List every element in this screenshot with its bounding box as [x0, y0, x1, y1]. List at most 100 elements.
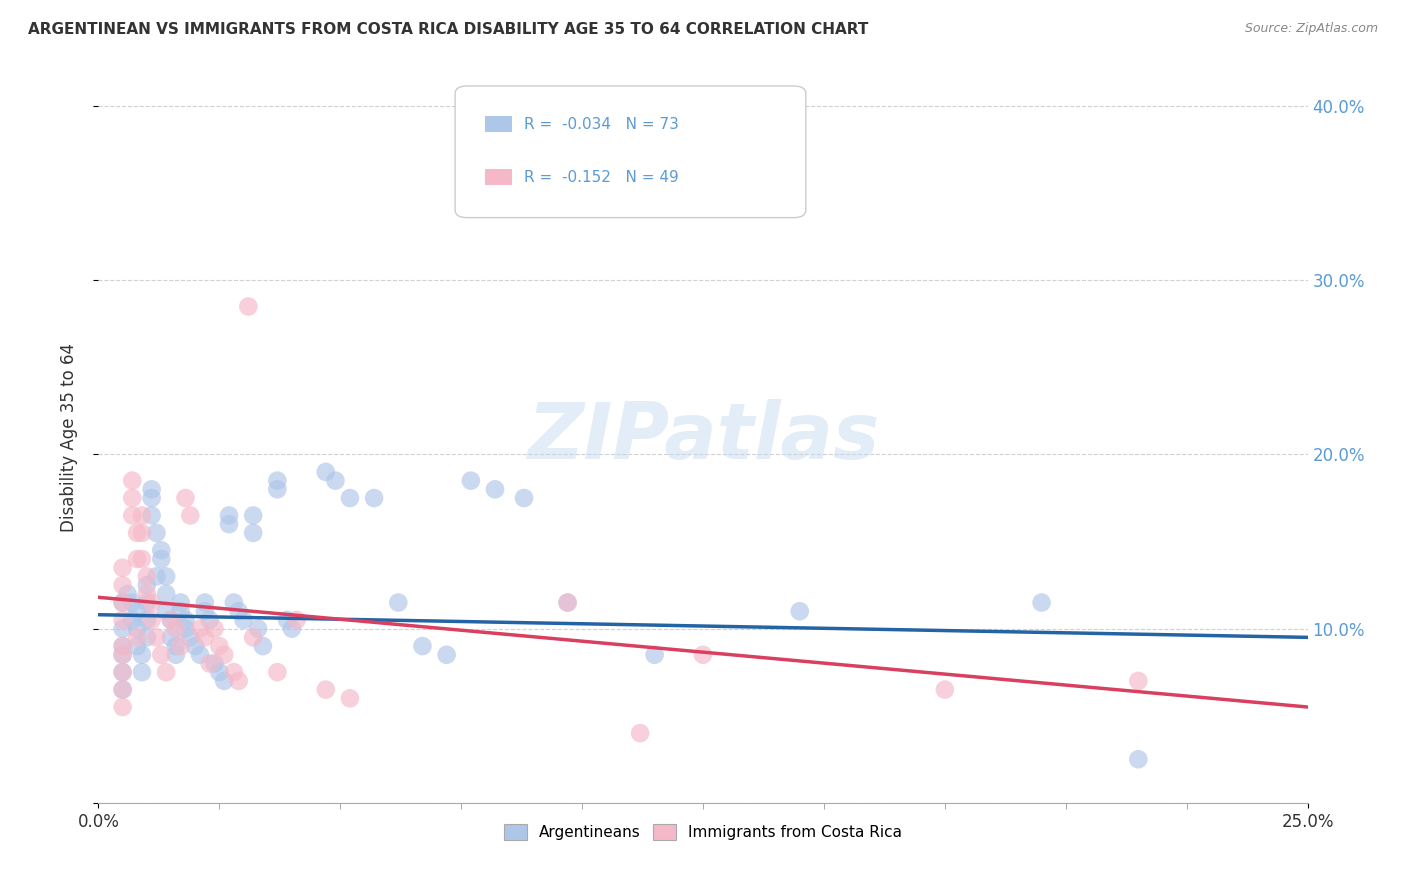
- Point: [165, 639, 187, 653]
- Point: [111, 560, 134, 574]
- Point: [121, 491, 143, 505]
- Point: [557, 595, 579, 609]
- Point: [222, 595, 245, 609]
- Point: [111, 622, 134, 636]
- Point: [127, 639, 149, 653]
- Point: [218, 508, 240, 523]
- Text: R =  -0.152   N = 49: R = -0.152 N = 49: [524, 169, 679, 185]
- Point: [111, 665, 134, 680]
- Point: [127, 552, 149, 566]
- Point: [135, 631, 157, 645]
- Point: [169, 604, 191, 618]
- Point: [135, 595, 157, 609]
- Text: ARGENTINEAN VS IMMIGRANTS FROM COSTA RICA DISABILITY AGE 35 TO 64 CORRELATION CH: ARGENTINEAN VS IMMIGRANTS FROM COSTA RIC…: [28, 22, 869, 37]
- FancyBboxPatch shape: [485, 116, 512, 132]
- Point: [387, 595, 409, 609]
- Point: [111, 639, 134, 653]
- Point: [174, 491, 197, 505]
- Point: [165, 622, 187, 636]
- Point: [194, 595, 217, 609]
- Point: [141, 613, 163, 627]
- Point: [135, 569, 157, 583]
- Point: [276, 613, 298, 627]
- Point: [222, 665, 245, 680]
- Point: [218, 517, 240, 532]
- Point: [111, 639, 134, 653]
- Point: [247, 622, 270, 636]
- Point: [281, 622, 304, 636]
- Point: [150, 552, 173, 566]
- Point: [121, 595, 143, 609]
- Point: [194, 631, 217, 645]
- Point: [266, 474, 288, 488]
- Point: [513, 491, 536, 505]
- Point: [135, 613, 157, 627]
- Point: [165, 648, 187, 662]
- Point: [628, 726, 651, 740]
- Point: [131, 648, 153, 662]
- Point: [127, 525, 149, 540]
- Legend: Argentineans, Immigrants from Costa Rica: Argentineans, Immigrants from Costa Rica: [498, 818, 908, 847]
- FancyBboxPatch shape: [456, 86, 806, 218]
- Point: [111, 665, 134, 680]
- Point: [198, 657, 221, 671]
- Point: [252, 639, 274, 653]
- Point: [212, 648, 235, 662]
- Point: [141, 508, 163, 523]
- Point: [238, 300, 260, 314]
- Point: [242, 525, 264, 540]
- Point: [145, 569, 167, 583]
- Point: [155, 604, 177, 618]
- Point: [411, 639, 433, 653]
- Point: [160, 631, 183, 645]
- Point: [184, 639, 207, 653]
- Point: [174, 613, 197, 627]
- Point: [179, 631, 201, 645]
- Point: [135, 587, 157, 601]
- Point: [169, 595, 191, 609]
- Point: [188, 622, 211, 636]
- Point: [155, 587, 177, 601]
- Point: [1031, 595, 1053, 609]
- Point: [121, 508, 143, 523]
- Point: [160, 613, 183, 627]
- Point: [111, 578, 134, 592]
- Point: [1128, 673, 1150, 688]
- Point: [111, 613, 134, 627]
- Point: [141, 595, 163, 609]
- Point: [232, 613, 254, 627]
- Y-axis label: Disability Age 35 to 64: Disability Age 35 to 64: [59, 343, 77, 532]
- Point: [121, 474, 143, 488]
- Point: [208, 639, 231, 653]
- Point: [228, 673, 250, 688]
- Text: R =  -0.034   N = 73: R = -0.034 N = 73: [524, 117, 679, 131]
- Point: [111, 700, 134, 714]
- Point: [135, 578, 157, 592]
- Point: [315, 465, 337, 479]
- Text: ZIPatlas: ZIPatlas: [527, 399, 879, 475]
- Point: [121, 613, 143, 627]
- Point: [228, 604, 250, 618]
- Point: [150, 648, 173, 662]
- Point: [242, 508, 264, 523]
- Point: [188, 648, 211, 662]
- Point: [155, 569, 177, 583]
- Point: [127, 622, 149, 636]
- Point: [339, 691, 361, 706]
- Point: [934, 682, 956, 697]
- Point: [111, 682, 134, 697]
- Point: [460, 474, 482, 488]
- Point: [266, 483, 288, 497]
- Point: [155, 665, 177, 680]
- Point: [285, 613, 308, 627]
- Point: [131, 525, 153, 540]
- Point: [169, 639, 191, 653]
- Point: [198, 613, 221, 627]
- Point: [436, 648, 458, 662]
- Point: [145, 631, 167, 645]
- Point: [141, 491, 163, 505]
- Point: [111, 682, 134, 697]
- Point: [212, 673, 235, 688]
- Point: [111, 595, 134, 609]
- Point: [150, 543, 173, 558]
